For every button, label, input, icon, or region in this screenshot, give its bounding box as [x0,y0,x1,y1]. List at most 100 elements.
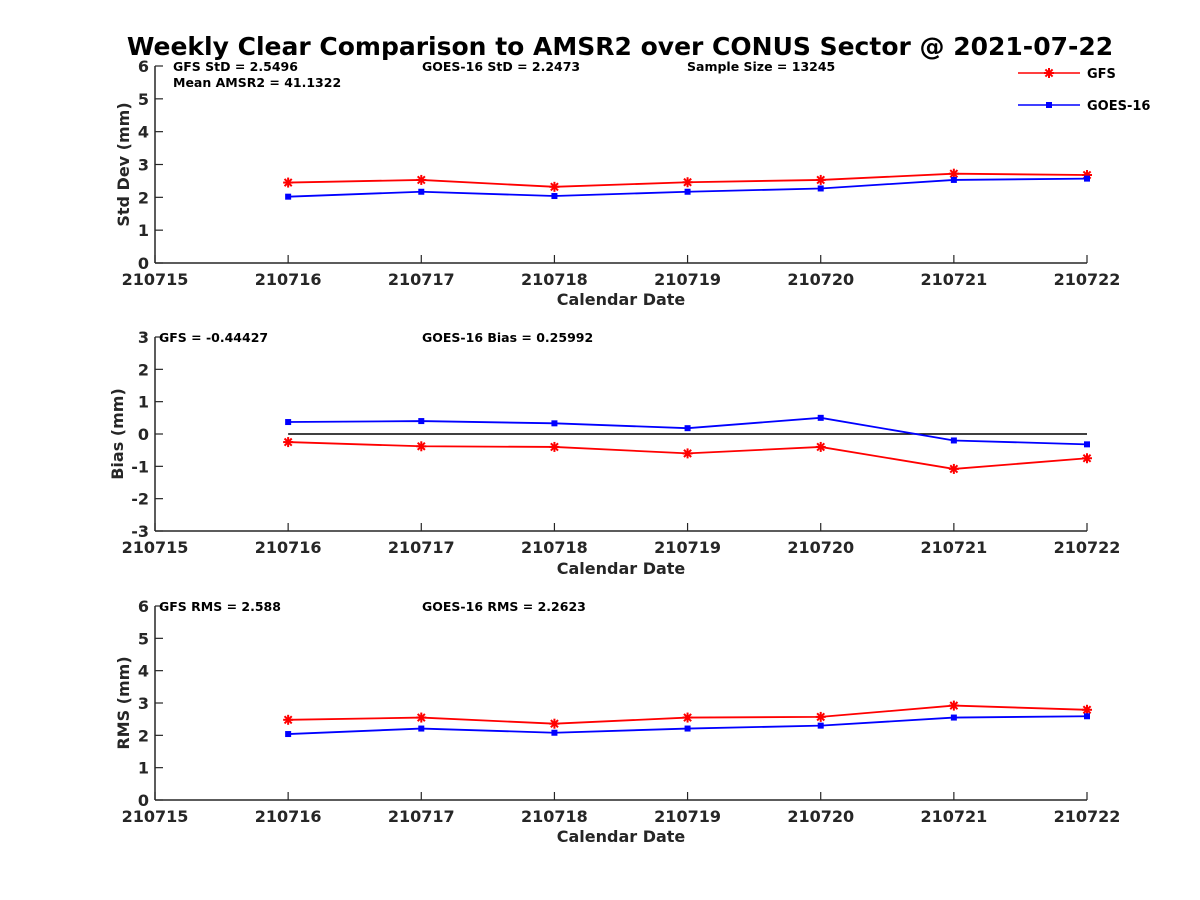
x-tick-label: 210721 [920,270,987,289]
data-point-goes16 [418,418,425,425]
x-axis-label: Calendar Date [557,559,686,578]
data-point-goes16 [684,725,691,732]
data-point-goes16 [285,731,292,738]
x-tick-label: 210718 [521,807,588,826]
x-tick-label: 210716 [255,538,322,557]
panel-bias-plot: 210715 210716 210717 210718 210719 210720 2107… [122,328,1121,557]
x-tick-label: 210715 [122,807,189,826]
x-tick-label: 210717 [388,538,455,557]
x-tick-label: 210722 [1054,807,1121,826]
legend: GFS GOES-16 [1018,67,1150,114]
data-point-gfs [549,441,560,452]
data-point-gfs [549,718,560,729]
panel-rms: 210715 210716 210717 210718 210719 210720 2107… [114,597,1120,846]
data-point-goes16 [817,185,824,192]
y-tick-label: -3 [131,522,149,541]
x-tick-label: 210720 [787,807,854,826]
data-point-gfs [815,441,826,452]
data-point-goes16 [950,437,957,444]
annotation-sample-size: Sample Size = 13245 [687,59,835,74]
x-tick-label: 210720 [787,270,854,289]
legend-marker-goes16 [1046,102,1052,108]
data-point-gfs [283,437,294,448]
x-tick-label: 210718 [521,270,588,289]
x-tick-label: 210716 [255,270,322,289]
x-tick-label: 210717 [388,807,455,826]
x-tick-label: 210715 [122,538,189,557]
data-point-gfs [948,700,959,711]
y-tick-label: 2 [138,188,149,207]
annotation-mean-amsr2: Mean AMSR2 = 41.1322 [173,75,341,90]
panel-rms-plot: 210715 210716 210717 210718 210719 210720 2107… [122,597,1121,826]
data-point-goes16 [551,729,558,736]
data-point-gfs [1082,453,1092,464]
data-point-goes16 [684,188,691,195]
y-tick-label: 1 [138,221,149,240]
y-tick-label: -2 [131,490,149,509]
x-tick-label: 210719 [654,538,721,557]
x-tick-label: 210721 [920,538,987,557]
y-tick-label: 6 [138,597,149,616]
annotation-goes16-bias: GOES-16 Bias = 0.25992 [422,330,593,345]
annotation-goes16-rms: GOES-16 RMS = 2.2623 [422,599,586,614]
x-tick-label: 210721 [920,807,987,826]
x-tick-label: 210722 [1054,270,1121,289]
x-tick-label: 210716 [255,807,322,826]
legend-marker-gfs [1044,68,1054,78]
x-axis-label: Calendar Date [557,290,686,309]
y-axis-label: Std Dev (mm) [114,102,133,226]
chart-title: Weekly Clear Comparison to AMSR2 over CO… [127,32,1113,61]
y-tick-label: 1 [138,759,149,778]
data-point-goes16 [418,188,425,195]
data-point-goes16 [950,714,957,721]
x-tick-label: 210715 [122,270,189,289]
data-point-goes16 [684,425,691,432]
data-point-goes16 [1084,175,1090,182]
data-point-goes16 [285,419,292,426]
data-point-gfs [416,174,427,185]
y-tick-label: 5 [138,90,149,109]
data-point-gfs [416,712,427,723]
x-tick-label: 210717 [388,270,455,289]
y-tick-label: 0 [138,254,149,273]
panel-std-dev: 210715 210716 210717 210718 210719 210720 2107… [114,57,1120,309]
y-axis-label: Bias (mm) [108,388,127,480]
data-point-gfs [283,177,294,188]
data-point-gfs [948,168,959,179]
data-point-gfs [549,181,560,192]
y-tick-label: 2 [138,726,149,745]
data-point-goes16 [950,176,957,183]
y-axis-label: RMS (mm) [114,656,133,749]
annotation-gfs-rms: GFS RMS = 2.588 [159,599,281,614]
data-point-goes16 [418,725,425,732]
x-tick-label: 210718 [521,538,588,557]
y-tick-label: 0 [138,791,149,810]
y-tick-label: 4 [138,662,149,681]
data-point-gfs [1082,704,1092,715]
data-point-goes16 [551,420,558,427]
y-tick-label: 1 [138,393,149,412]
data-point-goes16 [817,722,824,729]
x-axis-label: Calendar Date [557,827,686,846]
data-point-goes16 [1084,713,1090,720]
data-point-gfs [948,463,959,474]
data-point-gfs [283,714,294,725]
data-point-gfs [682,177,693,188]
y-tick-label: -1 [131,457,149,476]
panel-std-dev-plot: 210715 210716 210717 210718 210719 210720 2107… [122,57,1121,289]
panel-bias: 210715 210716 210717 210718 210719 210720 2107… [108,328,1120,578]
x-tick-label: 210720 [787,538,854,557]
legend-label-gfs: GFS [1087,67,1116,82]
y-tick-label: 3 [138,156,149,175]
data-point-gfs [682,448,693,459]
annotation-goes16-std: GOES-16 StD = 2.2473 [422,59,580,74]
y-tick-label: 3 [138,694,149,713]
y-tick-label: 2 [138,360,149,379]
y-tick-label: 4 [138,123,149,142]
data-point-goes16 [1084,441,1090,448]
legend-label-goes16: GOES-16 [1087,99,1150,114]
y-tick-label: 6 [138,57,149,76]
data-point-gfs [815,174,826,185]
y-tick-label: 5 [138,629,149,648]
